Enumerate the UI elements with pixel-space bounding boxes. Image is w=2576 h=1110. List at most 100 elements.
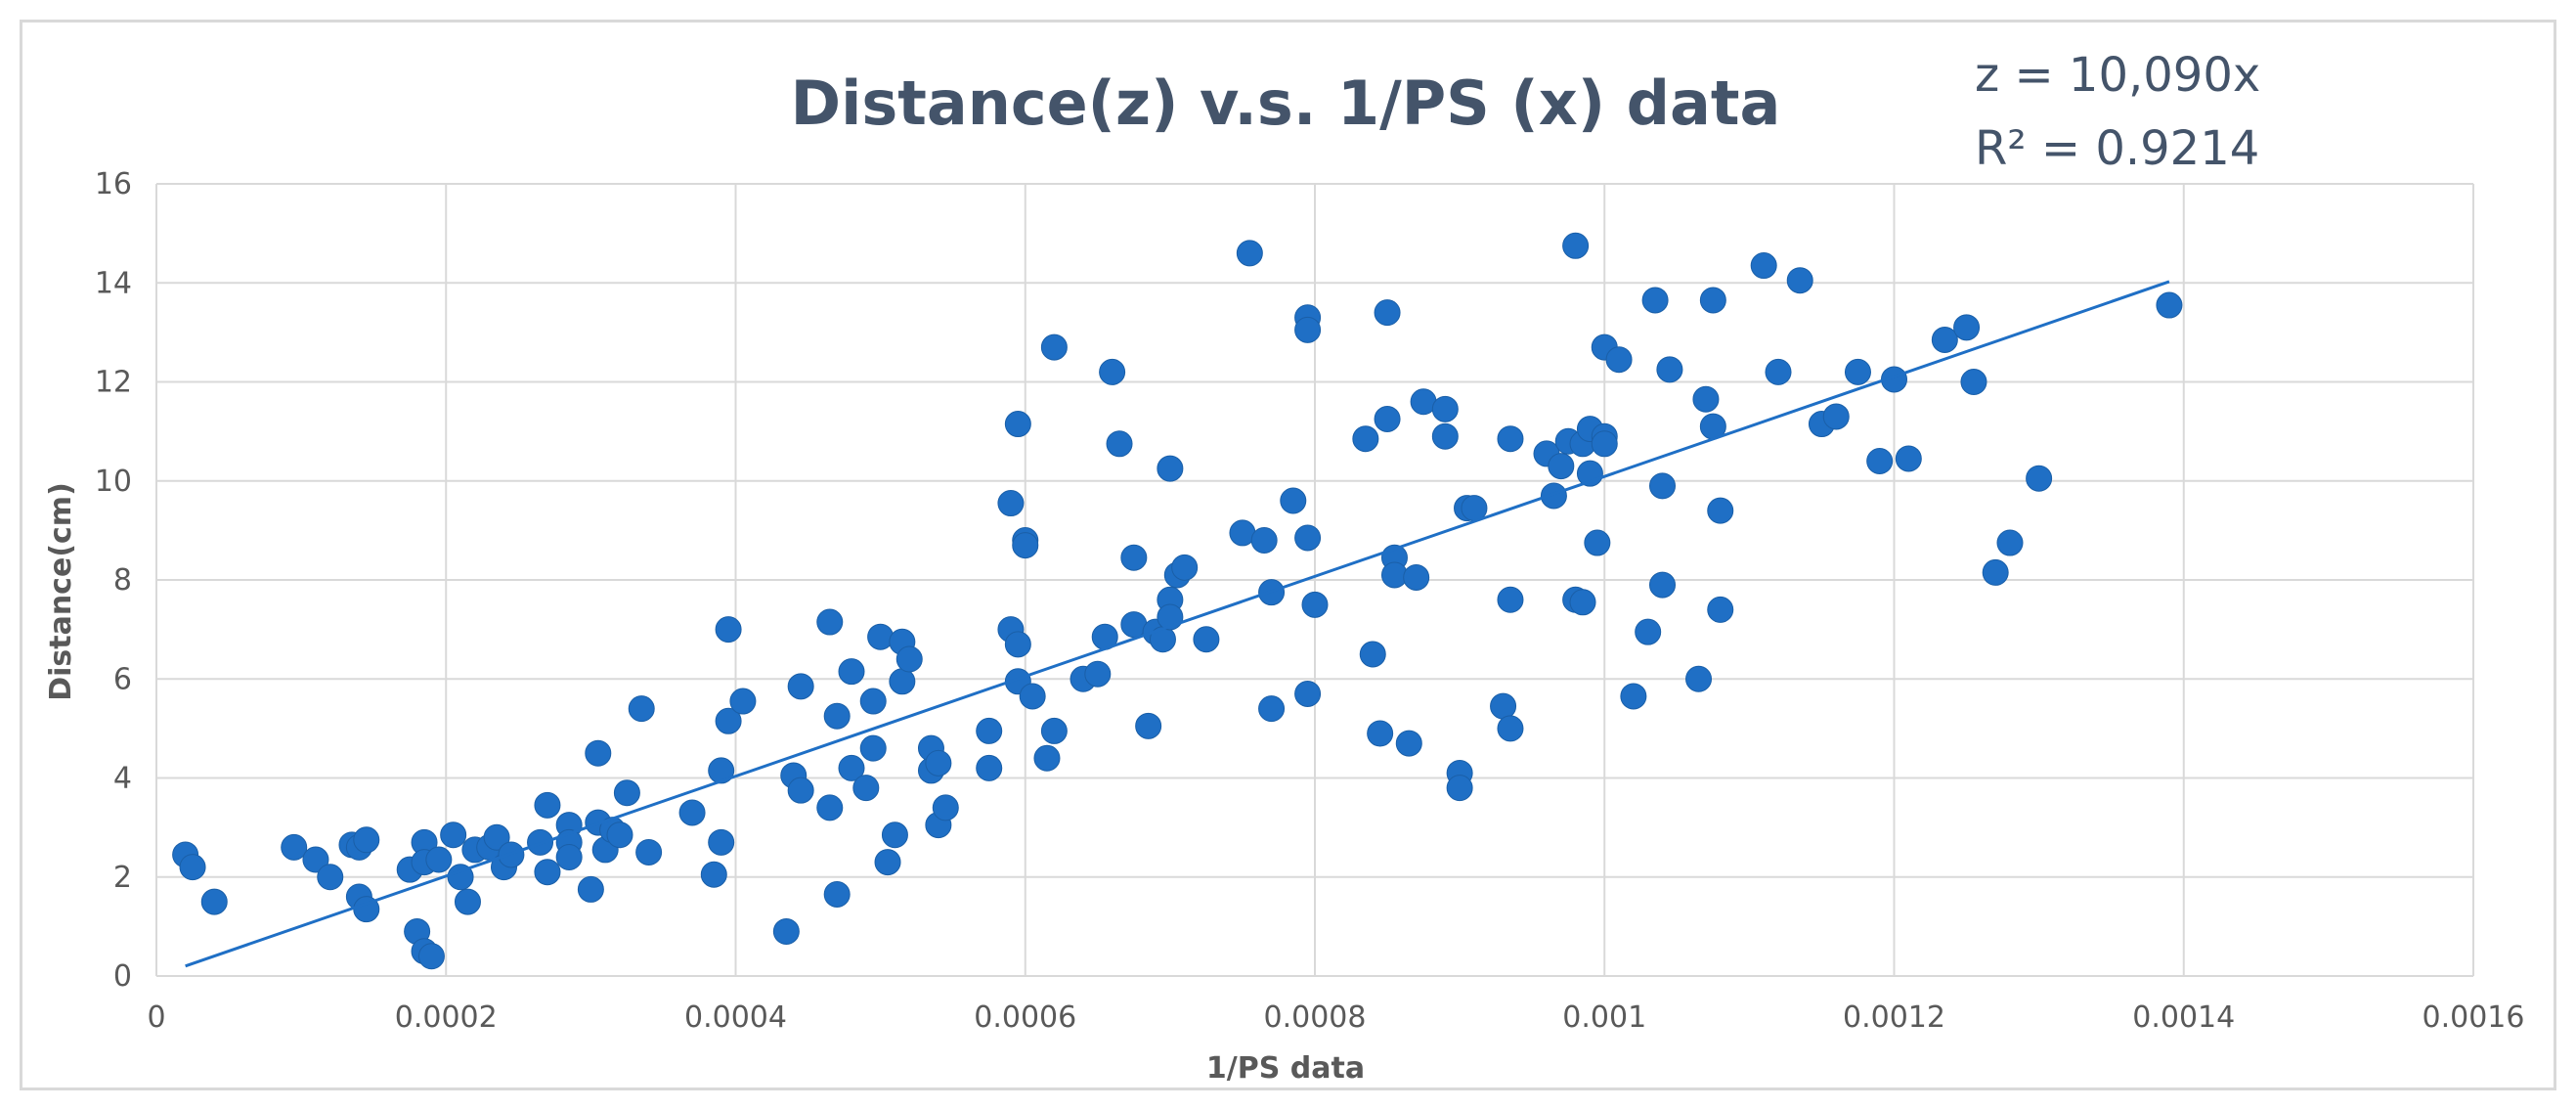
- data-point: [1157, 455, 1184, 482]
- data-point: [417, 943, 445, 970]
- data-point: [281, 833, 308, 861]
- data-point: [1692, 385, 1720, 413]
- data-point: [317, 864, 344, 891]
- trendline: [185, 280, 2170, 968]
- data-point: [1996, 529, 2024, 556]
- x-axis-title: 1/PS data: [1206, 1051, 1365, 1086]
- data-point: [2156, 291, 2183, 319]
- data-point: [353, 826, 380, 854]
- data-point: [1403, 563, 1430, 591]
- data-point: [1106, 430, 1133, 458]
- data-point: [1982, 558, 2009, 586]
- data-point: [1497, 715, 1524, 742]
- data-point: [1548, 453, 1575, 480]
- data-point: [1352, 425, 1379, 453]
- data-point: [1707, 497, 1734, 524]
- data-points: [172, 232, 2183, 970]
- data-point: [787, 777, 814, 804]
- data-point: [1033, 744, 1061, 772]
- y-tick-label: 12: [95, 366, 132, 400]
- data-point: [1359, 641, 1386, 668]
- data-point: [1635, 618, 1662, 645]
- data-point: [1040, 717, 1068, 744]
- data-point: [454, 888, 481, 915]
- data-point: [534, 859, 561, 886]
- data-point: [1786, 267, 1813, 294]
- y-tick-label: 14: [95, 266, 132, 300]
- x-tick-label: 0.0004: [684, 1000, 787, 1035]
- data-point: [881, 821, 908, 849]
- data-point: [889, 668, 916, 695]
- x-tick-label: 0.001: [1562, 1000, 1646, 1035]
- data-point: [1258, 695, 1286, 723]
- data-point: [823, 702, 851, 730]
- data-point: [1019, 683, 1046, 710]
- data-point: [577, 875, 604, 903]
- data-point: [1374, 405, 1401, 432]
- tick-labels: 0 2 4 6 8 10 12 14 16 0 0.0002 0.0004 0.0006 0.0008 0.…: [95, 167, 2525, 1035]
- data-point: [823, 880, 851, 908]
- x-tick-label: 0.0016: [2423, 1000, 2525, 1035]
- y-tick-label: 16: [95, 167, 132, 201]
- data-point: [2026, 465, 2053, 492]
- data-point: [1620, 683, 1647, 710]
- data-point: [1656, 356, 1683, 383]
- data-point: [1171, 554, 1199, 581]
- data-point: [1649, 472, 1676, 500]
- data-point: [1584, 529, 1611, 556]
- data-point: [1367, 720, 1394, 747]
- data-point: [932, 794, 959, 821]
- y-tick-label: 4: [113, 762, 132, 796]
- data-point: [555, 844, 583, 870]
- data-point: [1301, 591, 1329, 618]
- data-point: [1895, 445, 1922, 472]
- data-point: [1120, 544, 1148, 571]
- x-tick-label: 0.0006: [974, 1000, 1076, 1035]
- data-point: [1497, 425, 1524, 453]
- y-axis-title: Distance(cm): [44, 482, 78, 701]
- data-point: [1649, 571, 1676, 599]
- data-point: [179, 854, 206, 881]
- data-point: [1569, 589, 1596, 616]
- data-point: [859, 688, 887, 715]
- y-tick-label: 0: [113, 959, 132, 994]
- data-point: [816, 608, 844, 636]
- data-point: [1540, 482, 1567, 510]
- data-point: [838, 658, 865, 686]
- data-point: [585, 739, 612, 767]
- data-point: [1591, 430, 1618, 458]
- data-point: [440, 821, 467, 849]
- data-point: [838, 754, 865, 781]
- data-point: [1294, 524, 1322, 552]
- data-point: [1960, 369, 1987, 395]
- data-point: [1084, 660, 1112, 688]
- data-point: [1931, 326, 1958, 353]
- data-point: [613, 779, 640, 807]
- data-point: [678, 799, 706, 826]
- data-point: [1280, 487, 1307, 514]
- data-point: [816, 794, 844, 821]
- data-point: [874, 849, 901, 876]
- data-point: [1193, 626, 1220, 653]
- data-point: [895, 645, 923, 673]
- data-point: [1490, 692, 1517, 720]
- x-tick-label: 0: [147, 1000, 165, 1035]
- data-point: [1699, 287, 1726, 314]
- data-point: [859, 734, 887, 762]
- data-point: [708, 828, 735, 856]
- data-point: [1497, 586, 1524, 613]
- data-point: [1431, 422, 1459, 450]
- data-point: [997, 490, 1025, 517]
- y-tick-label: 6: [113, 662, 132, 696]
- data-point: [635, 838, 663, 866]
- data-point: [1012, 532, 1039, 559]
- x-tick-label: 0.0014: [2132, 1000, 2235, 1035]
- trendline-r-squared: R² = 0.9214: [1975, 121, 2259, 176]
- data-point: [715, 616, 742, 644]
- y-tick-label: 8: [113, 563, 132, 598]
- data-point: [1004, 631, 1031, 658]
- data-point: [1135, 712, 1162, 739]
- data-point: [1431, 395, 1459, 422]
- data-point: [1446, 775, 1473, 802]
